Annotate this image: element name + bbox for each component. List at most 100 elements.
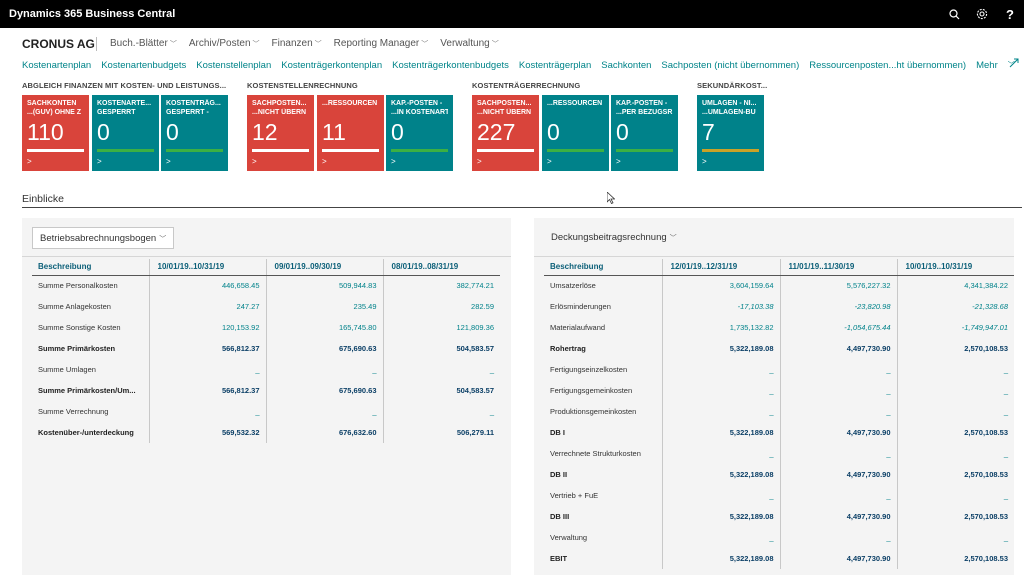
cell-value[interactable]: 2,570,108.53	[896, 506, 1014, 527]
cell-value[interactable]: 4,497,730.90	[779, 338, 897, 359]
cell-value[interactable]: _	[148, 401, 266, 422]
link-item-4[interactable]: Kostenträgerkontenbudgets	[392, 60, 509, 71]
section-title-einblicke[interactable]: Einblicke	[22, 193, 65, 205]
cell-value[interactable]: 165,745.80	[265, 317, 383, 338]
link-item-6[interactable]: Sachkonten	[601, 60, 652, 71]
table-row[interactable]: DB II 5,322,189.08 4,497,730.90 2,570,108.5…	[544, 464, 1014, 485]
cell-value[interactable]: 2,570,108.53	[896, 422, 1014, 443]
table-row[interactable]: Materialaufwand 1,735,132.82 -1,054,675.44…	[544, 317, 1014, 338]
company-name[interactable]: CRONUS AG	[22, 37, 95, 51]
cell-value[interactable]: 2,570,108.53	[896, 548, 1014, 569]
kpi-tile-9[interactable]: UMLAGEN - NI... ...UMLAGEN-BU 7 >	[697, 95, 764, 171]
cell-value[interactable]: 5,322,189.08	[661, 338, 780, 359]
kpi-tile-5[interactable]: KAP.-POSTEN - ...IN KOSTENART 0 >	[386, 95, 453, 171]
table-row[interactable]: Kostenüber-/unterdeckung 569,532.32 676,63…	[32, 422, 500, 443]
table-row[interactable]: DB III 5,322,189.08 4,497,730.90 2,570,108.…	[544, 506, 1014, 527]
link-item-2[interactable]: Kostenstellenplan	[196, 60, 272, 71]
link-item-7[interactable]: Sachposten (nicht übernommen)	[661, 60, 800, 71]
table-row[interactable]: Summe Primärkosten 566,812.37 675,690.63 50…	[32, 338, 500, 359]
search-icon[interactable]	[940, 0, 968, 28]
cell-value[interactable]: 4,341,384.22	[896, 275, 1014, 296]
menu-item-0[interactable]: Buch.-Blätter ﹀	[110, 38, 177, 49]
cell-value[interactable]: -17,103.38	[661, 296, 780, 317]
left-panel-dropdown[interactable]: Betriebsabrechnungsbogen ﹀	[32, 227, 175, 249]
cell-value[interactable]: 5,576,227.32	[779, 275, 897, 296]
kpi-tile-3[interactable]: SACHPOSTEN... ...NICHT ÜBERN 12 >	[247, 95, 314, 171]
cell-value[interactable]: 566,812.37	[148, 338, 266, 359]
right-panel-dropdown[interactable]: Deckungsbeitragsrechnung ﹀	[544, 227, 684, 249]
cell-value[interactable]: -1,749,947.01	[896, 317, 1014, 338]
menu-item-3[interactable]: Reporting Manager ﹀	[334, 38, 429, 49]
cell-value[interactable]: 282.59	[382, 296, 500, 317]
cell-value[interactable]: 120,153.92	[148, 317, 266, 338]
table-row[interactable]: Summe Verrechnung _ _ _	[32, 401, 500, 422]
kpi-tile-7[interactable]: ...RESSOURCEN 0 >	[542, 95, 609, 171]
cell-value[interactable]: _	[148, 359, 266, 380]
cell-value[interactable]: _	[779, 380, 897, 401]
table-row[interactable]: Summe Primärkosten/Um... 566,812.37 675,69…	[32, 380, 500, 401]
table-row[interactable]: Fertigungsgemeinkosten _ _ _	[544, 380, 1014, 401]
menu-item-2[interactable]: Finanzen ﹀	[272, 38, 322, 49]
cell-value[interactable]: 2,570,108.53	[896, 464, 1014, 485]
collapse-icon[interactable]	[1009, 58, 1019, 71]
cell-value[interactable]: 235.49	[265, 296, 383, 317]
cell-value[interactable]: _	[896, 485, 1014, 506]
cell-value[interactable]: 675,690.63	[265, 338, 383, 359]
cell-value[interactable]: 3,604,159.64	[661, 275, 780, 296]
link-item-9[interactable]: Mehr	[976, 60, 998, 71]
kpi-tile-2[interactable]: KOSTENTRÄG... GESPERRT - 0 >	[161, 95, 228, 171]
link-item-8[interactable]: Ressourcenposten...ht übernommen)	[809, 60, 967, 71]
help-icon[interactable]: ?	[1006, 6, 1014, 22]
menu-item-1[interactable]: Archiv/Posten ﹀	[189, 38, 260, 49]
cell-value[interactable]: 675,690.63	[265, 380, 383, 401]
column-header[interactable]: 10/01/19..10/31/19	[148, 259, 266, 276]
cell-value[interactable]: _	[382, 401, 500, 422]
cell-value[interactable]: 5,322,189.08	[661, 506, 780, 527]
cell-value[interactable]: _	[265, 401, 383, 422]
cell-value[interactable]: _	[896, 380, 1014, 401]
table-row[interactable]: Summe Anlagekosten 247.27 235.49 282.59	[32, 296, 500, 317]
table-row[interactable]: EBIT 5,322,189.08 4,497,730.90 2,570,108.53	[544, 548, 1014, 569]
cell-value[interactable]: _	[661, 401, 780, 422]
column-header[interactable]: 09/01/19..09/30/19	[265, 259, 383, 276]
cell-value[interactable]: -23,820.98	[779, 296, 897, 317]
cell-value[interactable]: 1,735,132.82	[661, 317, 780, 338]
table-row[interactable]: Vertrieb + FuE _ _ _	[544, 485, 1014, 506]
column-header[interactable]: 12/01/19..12/31/19	[661, 259, 780, 276]
table-row[interactable]: DB I 5,322,189.08 4,497,730.90 2,570,108.53	[544, 422, 1014, 443]
column-header[interactable]: 08/01/19..08/31/19	[382, 259, 500, 276]
cell-value[interactable]: _	[265, 359, 383, 380]
cell-value[interactable]: _	[779, 527, 897, 548]
table-row[interactable]: Verwaltung _ _ _	[544, 527, 1014, 548]
cell-value[interactable]: 506,279.11	[382, 422, 500, 443]
link-item-5[interactable]: Kostenträgerplan	[518, 60, 592, 71]
kpi-tile-8[interactable]: KAP.-POSTEN - ...PER BEZUGSR 0 >	[611, 95, 678, 171]
kpi-tile-0[interactable]: SACHKONTEN ...(GUV) OHNE Z 110 >	[22, 95, 89, 171]
cell-value[interactable]: _	[779, 443, 897, 464]
cell-value[interactable]: _	[661, 380, 780, 401]
cell-value[interactable]: 4,497,730.90	[779, 506, 897, 527]
table-row[interactable]: Verrechnete Strukturkosten _ _ _	[544, 443, 1014, 464]
table-row[interactable]: Umsatzerlöse 3,604,159.64 5,576,227.32 4,34…	[544, 275, 1014, 296]
cell-value[interactable]: 2,570,108.53	[896, 338, 1014, 359]
cell-value[interactable]: 5,322,189.08	[661, 548, 780, 569]
cell-value[interactable]: 121,809.36	[382, 317, 500, 338]
column-header[interactable]: Beschreibung	[32, 259, 149, 276]
cell-value[interactable]: 504,583.57	[382, 380, 500, 401]
cell-value[interactable]: _	[779, 359, 897, 380]
cell-value[interactable]: 566,812.37	[148, 380, 266, 401]
table-row[interactable]: Rohertrag 5,322,189.08 4,497,730.90 2,570,1…	[544, 338, 1014, 359]
cell-value[interactable]: 382,774.21	[382, 275, 500, 296]
cell-value[interactable]: _	[896, 401, 1014, 422]
column-header[interactable]: Beschreibung	[544, 259, 662, 276]
cell-value[interactable]: _	[661, 443, 780, 464]
table-row[interactable]: Produktionsgemeinkosten _ _ _	[544, 401, 1014, 422]
kpi-tile-6[interactable]: SACHPOSTEN... ...NICHT ÜBERN 227 >	[472, 95, 539, 171]
cell-value[interactable]: 509,944.83	[265, 275, 383, 296]
cell-value[interactable]: 4,497,730.90	[779, 422, 897, 443]
gear-icon[interactable]	[968, 0, 996, 28]
cell-value[interactable]: -21,328.68	[896, 296, 1014, 317]
link-item-0[interactable]: Kostenartenplan	[22, 60, 92, 71]
cell-value[interactable]: -1,054,675.44	[779, 317, 897, 338]
menu-item-4[interactable]: Verwaltung ﹀	[440, 38, 498, 49]
